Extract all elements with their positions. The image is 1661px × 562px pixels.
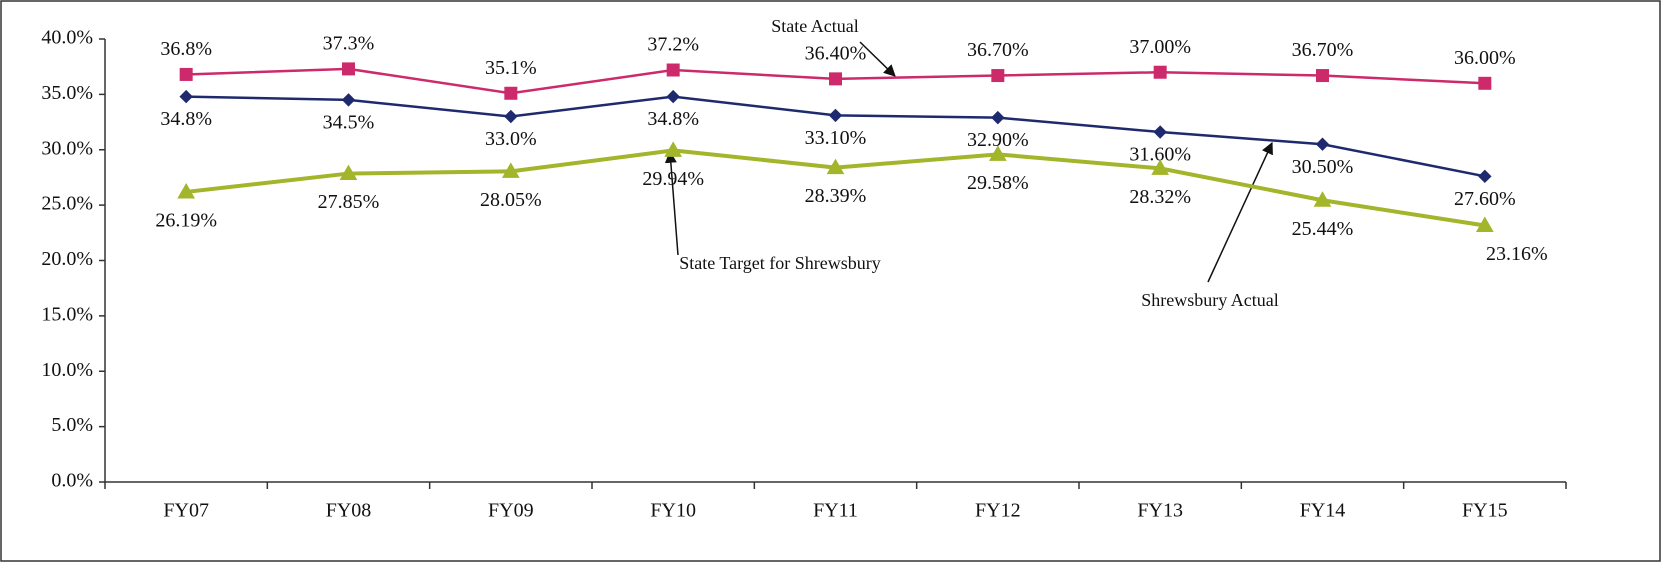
- data-point: [666, 89, 680, 104]
- data-label: 34.8%: [647, 108, 699, 130]
- data-label: 37.00%: [1129, 36, 1191, 58]
- data-point: [666, 63, 680, 77]
- data-label: 27.85%: [318, 191, 380, 213]
- annotation: Shrewsbury Actual: [1141, 290, 1278, 310]
- y-tick-label: 30.0%: [41, 137, 93, 159]
- x-tick-label: FY15: [1462, 500, 1508, 522]
- data-point: [1478, 76, 1492, 90]
- x-tick-label: FY07: [163, 500, 209, 522]
- data-point: [991, 69, 1005, 83]
- data-point: [1478, 169, 1492, 184]
- data-label: 28.05%: [480, 189, 542, 211]
- data-point: [988, 145, 1007, 161]
- data-point: [1315, 137, 1330, 151]
- data-label: 36.70%: [1292, 39, 1354, 61]
- x-tick-label: FY14: [1300, 500, 1346, 522]
- data-label: 28.32%: [1129, 186, 1191, 208]
- data-label: 26.19%: [155, 210, 217, 232]
- data-label: 32.90%: [967, 129, 1029, 151]
- annotation-arrow: [1207, 141, 1273, 283]
- data-point: [829, 72, 842, 86]
- data-point: [664, 141, 683, 157]
- data-label: 34.8%: [160, 108, 212, 130]
- data-point: [339, 164, 358, 181]
- y-tick-label: 20.0%: [41, 248, 93, 270]
- data-point: [342, 62, 355, 76]
- data-point: [826, 158, 845, 175]
- data-label: 36.70%: [967, 39, 1029, 61]
- annotation: State Target for Shrewsbury: [679, 253, 881, 273]
- data-label: 34.5%: [323, 112, 375, 134]
- y-tick-label: 40.0%: [41, 27, 93, 49]
- data-label: 35.1%: [485, 57, 537, 79]
- y-tick-label: 10.0%: [41, 359, 93, 381]
- x-tick-label: FY13: [1137, 500, 1183, 522]
- data-label: 23.16%: [1486, 243, 1548, 265]
- data-point: [179, 89, 193, 104]
- data-point: [341, 93, 356, 107]
- data-point: [828, 108, 843, 123]
- data-label: 31.60%: [1129, 144, 1191, 166]
- data-point: [179, 67, 193, 81]
- data-point: [991, 110, 1005, 125]
- data-label: 25.44%: [1292, 218, 1354, 240]
- data-label: 36.8%: [160, 38, 212, 60]
- y-tick-label: 0.0%: [51, 470, 93, 492]
- data-point: [1153, 65, 1167, 79]
- data-point: [1153, 125, 1167, 139]
- annotation-arrow: [859, 41, 896, 77]
- y-tick-label: 25.0%: [41, 193, 93, 215]
- data-label: 37.3%: [323, 32, 375, 54]
- annotation-arrow: [664, 150, 679, 256]
- data-label: 27.60%: [1454, 188, 1516, 210]
- data-point: [504, 109, 518, 124]
- data-point: [1316, 69, 1329, 83]
- data-label: 33.0%: [485, 128, 537, 150]
- data-label: 36.40%: [805, 42, 867, 64]
- data-point: [1151, 159, 1170, 175]
- data-label: 30.50%: [1292, 156, 1354, 178]
- x-tick-label: FY12: [975, 500, 1021, 522]
- annotation: State Actual: [771, 16, 858, 36]
- y-tick-label: 5.0%: [51, 414, 93, 436]
- y-tick-label: 35.0%: [41, 82, 93, 104]
- data-point: [504, 86, 518, 100]
- x-tick-label: FY11: [813, 500, 858, 522]
- data-label: 29.58%: [967, 172, 1029, 194]
- x-tick-label: FY09: [488, 500, 534, 522]
- data-point: [1313, 191, 1332, 207]
- data-label: 33.10%: [805, 127, 867, 149]
- data-label: 36.00%: [1454, 47, 1516, 69]
- data-point: [177, 182, 196, 199]
- y-tick-label: 15.0%: [41, 303, 93, 325]
- data-label: 37.2%: [647, 34, 699, 56]
- data-point: [501, 162, 520, 178]
- x-tick-label: FY10: [650, 500, 696, 522]
- data-label: 29.94%: [642, 168, 704, 190]
- data-label: 28.39%: [805, 185, 867, 207]
- data-point: [1475, 216, 1494, 233]
- x-tick-label: FY08: [326, 500, 372, 522]
